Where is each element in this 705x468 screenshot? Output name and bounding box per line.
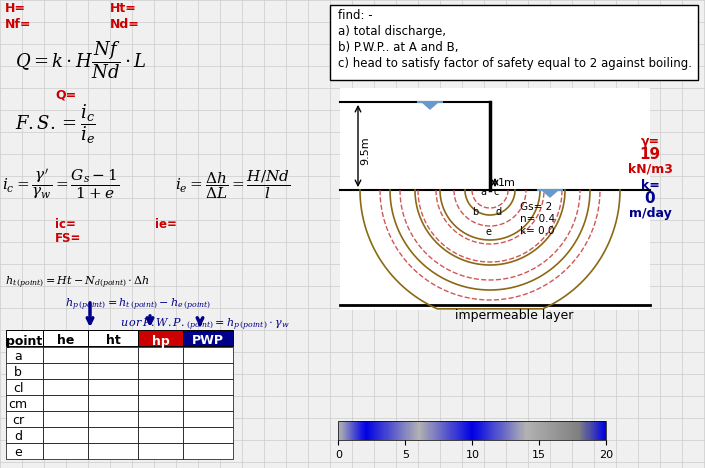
Text: $u\,or\,P.W.P._{(point)} = h_{p\,(point)} \cdot \gamma_w$: $u\,or\,P.W.P._{(point)} = h_{p\,(point)… bbox=[120, 316, 290, 333]
Bar bbox=[43, 379, 88, 395]
Bar bbox=[183, 395, 233, 411]
Bar bbox=[138, 363, 183, 379]
Bar bbox=[43, 427, 88, 443]
Text: k=: k= bbox=[641, 179, 659, 192]
Text: Nd=: Nd= bbox=[110, 18, 140, 31]
Polygon shape bbox=[542, 190, 558, 197]
Bar bbox=[138, 427, 183, 443]
Bar bbox=[183, 443, 233, 459]
Bar bbox=[6, 363, 43, 379]
Text: $F.S.=\dfrac{i_c}{i_e}$: $F.S.=\dfrac{i_c}{i_e}$ bbox=[15, 102, 96, 146]
Bar bbox=[183, 379, 233, 395]
Text: c) head to satisfy factor of safety equal to 2 against boiling.: c) head to satisfy factor of safety equa… bbox=[338, 57, 692, 70]
Text: H=: H= bbox=[5, 2, 26, 15]
Bar bbox=[340, 88, 650, 310]
Text: 19: 19 bbox=[639, 147, 661, 162]
Text: γ=: γ= bbox=[640, 135, 660, 148]
Bar bbox=[138, 330, 183, 346]
Bar bbox=[88, 443, 138, 459]
Bar bbox=[183, 330, 233, 346]
Bar bbox=[330, 5, 698, 80]
Text: $Q=k\cdot H\dfrac{Nf}{Nd}\cdot L$: $Q=k\cdot H\dfrac{Nf}{Nd}\cdot L$ bbox=[15, 39, 147, 81]
Text: $i_c=\dfrac{\gamma^{\prime}}{\gamma_w}=\dfrac{G_s-1}{1+e}$: $i_c=\dfrac{\gamma^{\prime}}{\gamma_w}=\… bbox=[2, 166, 119, 201]
Text: Q=: Q= bbox=[55, 88, 76, 101]
Text: PWP: PWP bbox=[192, 335, 224, 348]
Bar bbox=[88, 330, 138, 346]
Text: b: b bbox=[472, 207, 478, 217]
Text: hp: hp bbox=[152, 335, 169, 348]
Bar bbox=[88, 395, 138, 411]
Text: cr: cr bbox=[12, 415, 24, 427]
Text: impermeable layer: impermeable layer bbox=[455, 309, 573, 322]
Bar bbox=[138, 379, 183, 395]
Text: a: a bbox=[480, 187, 486, 197]
Text: a: a bbox=[14, 351, 22, 364]
Bar bbox=[43, 443, 88, 459]
Text: ie=: ie= bbox=[155, 218, 177, 231]
Bar bbox=[43, 363, 88, 379]
Text: b: b bbox=[14, 366, 22, 380]
Bar bbox=[43, 347, 88, 363]
Text: ic=: ic= bbox=[55, 218, 76, 231]
Text: point: point bbox=[6, 335, 42, 348]
Bar bbox=[88, 347, 138, 363]
Bar bbox=[88, 411, 138, 427]
Bar bbox=[88, 363, 138, 379]
Text: Ht=: Ht= bbox=[110, 2, 137, 15]
Bar bbox=[43, 395, 88, 411]
Text: Gs= 2: Gs= 2 bbox=[520, 202, 552, 212]
Bar bbox=[6, 411, 43, 427]
Text: n= 0.4: n= 0.4 bbox=[520, 214, 555, 224]
Bar bbox=[138, 411, 183, 427]
Bar bbox=[183, 411, 233, 427]
Text: $h_{t\,(point)} = Ht - N_{d(point)} \cdot \Delta h$: $h_{t\,(point)} = Ht - N_{d(point)} \cdo… bbox=[5, 274, 150, 291]
Bar bbox=[43, 330, 88, 346]
Text: k= 0.0: k= 0.0 bbox=[520, 226, 555, 236]
Text: $i_e=\dfrac{\Delta h}{\Delta L}=\dfrac{H/Nd}{l}$: $i_e=\dfrac{\Delta h}{\Delta L}=\dfrac{H… bbox=[175, 168, 290, 201]
Text: cl: cl bbox=[13, 382, 23, 395]
Text: Nf=: Nf= bbox=[5, 18, 32, 31]
Bar bbox=[138, 443, 183, 459]
Text: 1m: 1m bbox=[498, 177, 516, 188]
Bar bbox=[6, 427, 43, 443]
Bar bbox=[6, 443, 43, 459]
Text: find: -: find: - bbox=[338, 9, 373, 22]
Bar bbox=[6, 395, 43, 411]
Bar bbox=[43, 411, 88, 427]
Text: kN/m3: kN/m3 bbox=[627, 163, 673, 176]
Bar bbox=[183, 363, 233, 379]
Text: c: c bbox=[493, 187, 498, 197]
Text: 0: 0 bbox=[644, 191, 656, 206]
Text: b) P.W.P.. at A and B,: b) P.W.P.. at A and B, bbox=[338, 41, 458, 54]
Text: cm: cm bbox=[8, 398, 27, 411]
Text: ht: ht bbox=[106, 335, 121, 348]
Text: m/day: m/day bbox=[629, 207, 671, 220]
Bar bbox=[138, 395, 183, 411]
Text: 9.5m: 9.5m bbox=[360, 137, 370, 165]
Bar bbox=[88, 427, 138, 443]
Text: $h_{p\,(point)} = h_{t\,(point)} - h_{e\,(point)}$: $h_{p\,(point)} = h_{t\,(point)} - h_{e\… bbox=[65, 296, 212, 313]
Bar bbox=[6, 379, 43, 395]
Text: e: e bbox=[14, 446, 22, 460]
Bar bbox=[88, 379, 138, 395]
Bar bbox=[183, 427, 233, 443]
Bar bbox=[6, 330, 43, 346]
Text: e: e bbox=[485, 227, 491, 237]
Polygon shape bbox=[422, 102, 438, 109]
Bar bbox=[183, 347, 233, 363]
Text: d: d bbox=[496, 207, 502, 217]
Bar bbox=[138, 347, 183, 363]
Text: d: d bbox=[14, 431, 22, 444]
Bar bbox=[6, 347, 43, 363]
Text: a) total discharge,: a) total discharge, bbox=[338, 25, 446, 38]
Text: he: he bbox=[57, 335, 74, 348]
Text: FS=: FS= bbox=[55, 232, 81, 245]
